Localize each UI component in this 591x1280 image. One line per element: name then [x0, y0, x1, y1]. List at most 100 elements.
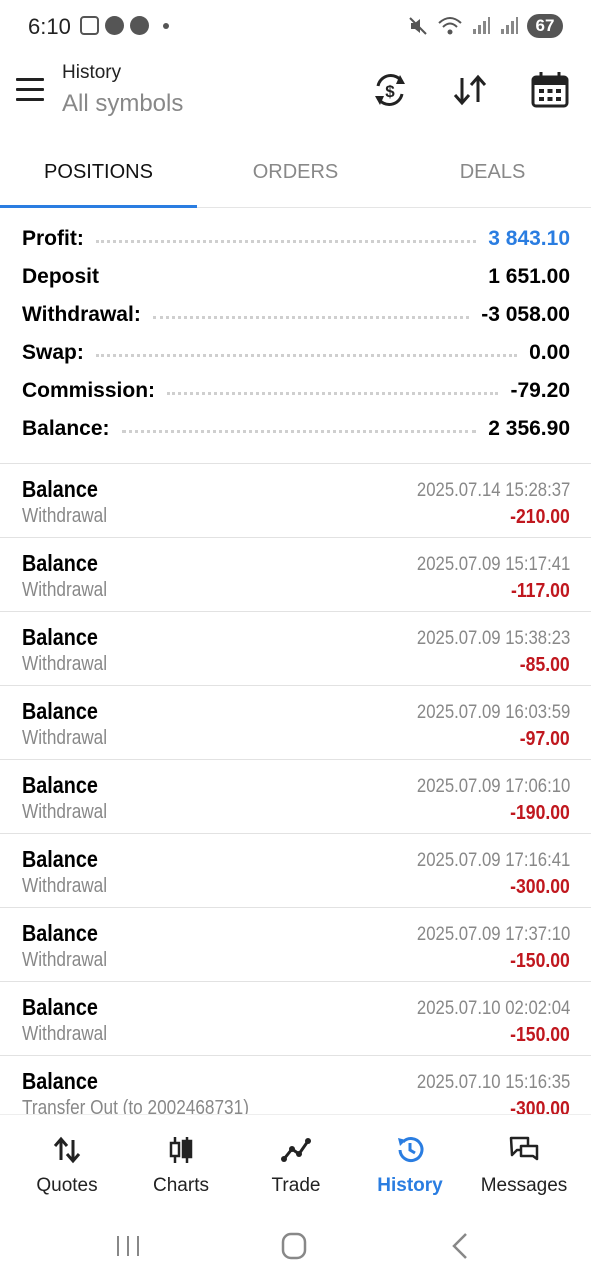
- notification-icons: [80, 16, 169, 35]
- wifi-icon: [438, 17, 462, 35]
- list-item[interactable]: Balance Withdrawal 2025.07.09 17:16:41 -…: [0, 834, 591, 908]
- item-title: Balance: [22, 1068, 98, 1094]
- balance-row: Balance: 2 356.90: [22, 410, 570, 448]
- item-date: 2025.07.10 02:02:04: [416, 998, 570, 1019]
- tab-positions[interactable]: POSITIONS: [44, 161, 153, 183]
- more-notifications-dot-icon: [163, 22, 169, 29]
- list-item[interactable]: Balance Withdrawal 2025.07.14 15:28:37 -…: [0, 464, 591, 538]
- nav-label: History: [377, 1175, 443, 1196]
- battery-indicator: 67: [527, 14, 563, 38]
- item-date: 2025.07.14 15:28:37: [416, 480, 570, 501]
- status-bar: 6:10 67: [0, 0, 591, 56]
- item-type: Withdrawal: [22, 949, 108, 971]
- deposit-label: Deposit: [22, 265, 100, 288]
- list-item[interactable]: Balance Withdrawal 2025.07.09 17:37:10 -…: [0, 908, 591, 982]
- app-bar: History All symbols $: [0, 56, 591, 136]
- commission-label: Commission:: [22, 379, 156, 402]
- nav-trade[interactable]: Trade: [237, 1115, 355, 1215]
- tab-bar: POSITIONS ORDERS DEALS: [0, 140, 591, 208]
- list-item[interactable]: Balance Withdrawal 2025.07.09 15:17:41 -…: [0, 538, 591, 612]
- mute-icon: [409, 17, 427, 35]
- candlestick-icon: [169, 1137, 193, 1163]
- dotted-leader: [111, 278, 476, 281]
- item-title: Balance: [22, 920, 98, 946]
- list-item[interactable]: Balance Withdrawal 2025.07.09 15:38:23 -…: [0, 612, 591, 686]
- item-date: 2025.07.09 17:16:41: [416, 850, 570, 871]
- nav-label: Messages: [480, 1175, 568, 1196]
- divider: [0, 463, 591, 464]
- dotted-leader: [121, 429, 477, 433]
- item-amount: -210.00: [510, 506, 570, 528]
- trade-line-icon: [281, 1138, 311, 1162]
- nav-label: Trade: [271, 1175, 321, 1196]
- profit-row: Profit: 3 843.10: [22, 220, 570, 258]
- item-amount: -150.00: [510, 1024, 570, 1046]
- tab-orders[interactable]: ORDERS: [252, 161, 339, 183]
- item-amount: -190.00: [510, 802, 570, 824]
- balance-value: 2 356.90: [488, 417, 570, 440]
- deposit-value: 1 651.00: [488, 265, 570, 288]
- swap-value: 0.00: [529, 341, 570, 364]
- symbol-filter[interactable]: All symbols: [62, 90, 184, 117]
- recent-apps-icon[interactable]: [108, 1230, 148, 1262]
- messages-icon: [509, 1136, 539, 1161]
- menu-icon[interactable]: [16, 78, 46, 102]
- withdrawal-label: Withdrawal:: [22, 303, 141, 326]
- history-clock-icon: [398, 1137, 424, 1163]
- commission-value: -79.20: [510, 379, 570, 402]
- profit-value: 3 843.10: [488, 227, 570, 250]
- swap-row: Swap: 0.00: [22, 334, 570, 372]
- item-type: Withdrawal: [22, 875, 108, 897]
- item-date: 2025.07.09 17:37:10: [416, 924, 570, 945]
- item-type: Withdrawal: [22, 801, 108, 823]
- nav-history[interactable]: History: [351, 1115, 469, 1215]
- signal-icon: [501, 17, 518, 34]
- sort-icon[interactable]: [450, 70, 490, 110]
- calendar-icon[interactable]: [530, 70, 570, 110]
- status-time: 6:10: [28, 14, 71, 39]
- item-type: Transfer Out (to 2002468731): [22, 1097, 249, 1114]
- svg-text:$: $: [385, 82, 395, 101]
- item-date: 2025.07.09 17:06:10: [416, 776, 570, 797]
- item-amount: -300.00: [510, 876, 570, 898]
- nav-label: Charts: [153, 1175, 209, 1196]
- telegram-icon: [105, 16, 124, 35]
- page-title: History: [62, 62, 122, 83]
- screenshot-icon: [80, 16, 99, 35]
- home-icon[interactable]: [274, 1230, 314, 1262]
- history-list: Balance Withdrawal 2025.07.14 15:28:37 -…: [0, 464, 591, 1114]
- item-type: Withdrawal: [22, 727, 108, 749]
- nav-label: Quotes: [36, 1175, 98, 1196]
- item-type: Withdrawal: [22, 505, 108, 527]
- list-item[interactable]: Balance Withdrawal 2025.07.09 17:06:10 -…: [0, 760, 591, 834]
- item-title: Balance: [22, 846, 98, 872]
- item-date: 2025.07.10 15:16:35: [416, 1072, 570, 1093]
- item-title: Balance: [22, 550, 98, 576]
- nav-messages[interactable]: Messages: [465, 1115, 583, 1215]
- profit-label: Profit:: [22, 227, 84, 250]
- item-amount: -300.00: [510, 1098, 570, 1114]
- item-date: 2025.07.09 15:38:23: [416, 628, 570, 649]
- nav-charts[interactable]: Charts: [122, 1115, 240, 1215]
- quotes-arrows-icon: [53, 1136, 81, 1164]
- nav-quotes[interactable]: Quotes: [8, 1115, 126, 1215]
- back-icon[interactable]: [440, 1230, 480, 1262]
- active-tab-indicator: [0, 205, 197, 208]
- dotted-leader: [95, 353, 518, 357]
- item-title: Balance: [22, 772, 98, 798]
- item-type: Withdrawal: [22, 653, 108, 675]
- item-date: 2025.07.09 15:17:41: [416, 554, 570, 575]
- list-item[interactable]: Balance Transfer Out (to 2002468731) 202…: [0, 1056, 591, 1114]
- deposit-row: Deposit 1 651.00: [22, 258, 570, 296]
- list-item[interactable]: Balance Withdrawal 2025.07.09 16:03:59 -…: [0, 686, 591, 760]
- item-amount: -97.00: [520, 728, 570, 750]
- summary-panel: Profit: 3 843.10 Deposit 1 651.00 Withdr…: [0, 220, 591, 462]
- balance-label: Balance:: [22, 417, 110, 440]
- tab-deals[interactable]: DEALS: [459, 161, 526, 183]
- currency-exchange-icon[interactable]: $: [370, 70, 410, 110]
- list-item[interactable]: Balance Withdrawal 2025.07.10 02:02:04 -…: [0, 982, 591, 1056]
- signal-icon: [473, 17, 490, 34]
- dotted-leader: [152, 315, 470, 319]
- item-date: 2025.07.09 16:03:59: [416, 702, 570, 723]
- item-type: Withdrawal: [22, 579, 108, 601]
